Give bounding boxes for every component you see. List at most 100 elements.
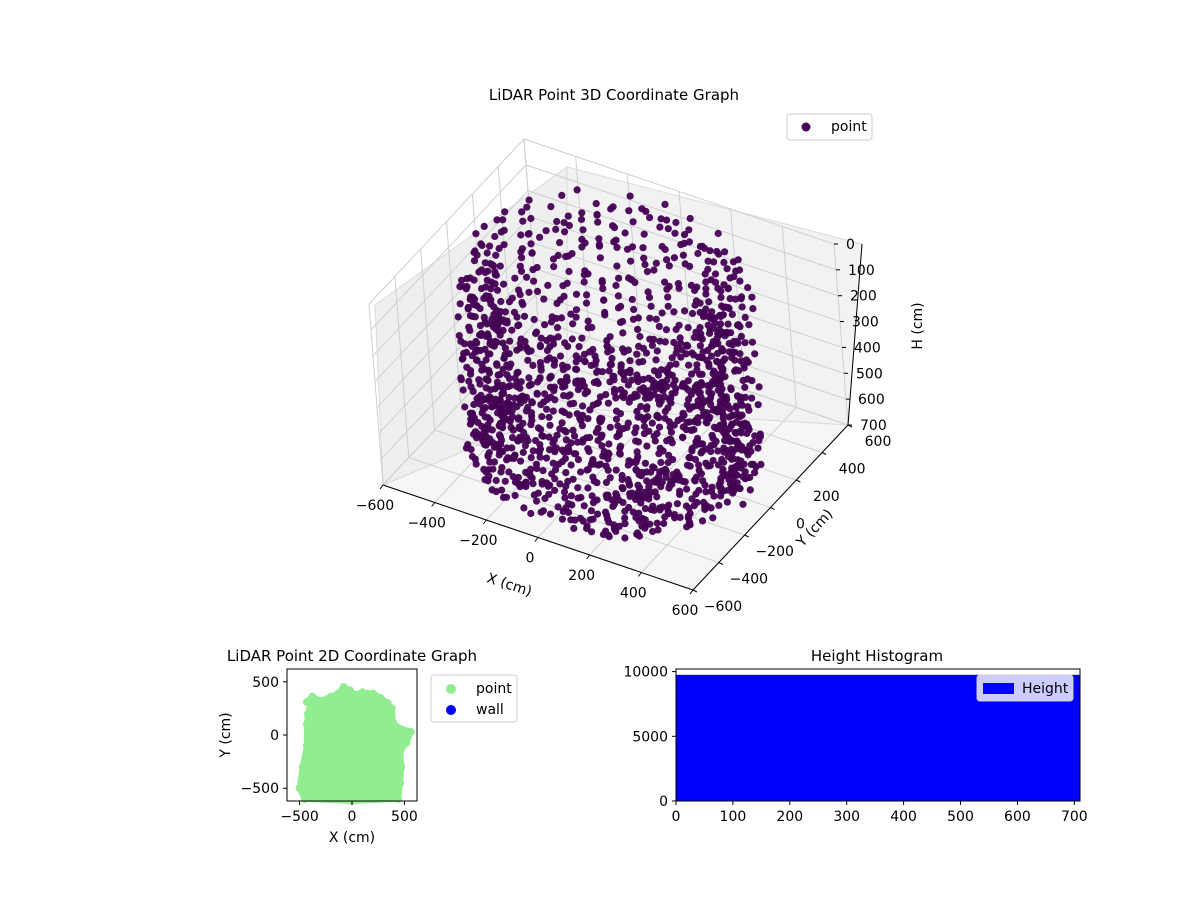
point-3d: [577, 468, 585, 476]
point-3d: [741, 383, 749, 391]
point-3d: [640, 230, 648, 238]
point-3d: [634, 374, 642, 382]
point-3d: [756, 433, 765, 441]
scatter-2d-points: [295, 683, 415, 805]
point-3d: [557, 378, 565, 386]
point-3d: [642, 390, 650, 398]
point-3d: [489, 262, 498, 270]
point-3d: [641, 260, 649, 269]
point-3d: [570, 432, 579, 440]
x-tick-3d: [379, 484, 384, 490]
point-2d: [304, 709, 312, 718]
scatter-3d-points: [454, 186, 765, 542]
point-3d: [517, 457, 525, 465]
z-tick-label-3d: 500: [856, 366, 883, 382]
point-3d: [568, 335, 576, 343]
point-3d: [625, 503, 633, 512]
point-3d: [702, 278, 710, 286]
point-3d: [574, 456, 583, 464]
point-2d: [358, 688, 367, 697]
point-3d: [463, 363, 471, 371]
point-3d: [624, 381, 633, 389]
point-3d: [517, 248, 525, 256]
point-3d: [521, 337, 529, 346]
point-3d: [687, 390, 695, 398]
point-3d: [550, 361, 558, 369]
z-tick-label-3d: 100: [848, 263, 875, 279]
point-3d: [641, 488, 649, 496]
x-tick-3d: [586, 554, 591, 560]
y-tick-label-3d: −400: [730, 572, 768, 588]
point-3d: [593, 211, 601, 219]
point-3d: [564, 212, 572, 220]
histogram-title: Height Histogram: [811, 647, 943, 665]
point-3d: [751, 432, 759, 440]
point-3d: [673, 473, 681, 481]
point-2d: [376, 693, 385, 702]
point-3d: [536, 233, 544, 241]
x-tick-label-hist: 300: [833, 809, 860, 825]
point-3d: [717, 293, 725, 301]
point-3d: [518, 208, 526, 216]
point-3d: [665, 262, 673, 270]
point-3d: [700, 498, 708, 506]
point-3d: [454, 313, 462, 321]
z-tick-label-3d: 200: [850, 289, 877, 305]
point-3d: [720, 448, 728, 456]
point-3d: [673, 344, 681, 352]
point-3d: [576, 514, 585, 522]
point-3d: [478, 366, 486, 374]
point-3d: [647, 505, 655, 513]
point-3d: [648, 419, 656, 427]
point-3d: [646, 214, 654, 222]
point-3d: [729, 411, 737, 419]
point-3d: [561, 494, 569, 502]
point-3d: [528, 416, 536, 424]
point-3d: [702, 445, 710, 453]
point-3d: [636, 332, 644, 341]
point-3d: [472, 356, 481, 364]
point-3d: [670, 254, 679, 262]
point-3d: [751, 469, 759, 477]
point-2d: [350, 690, 359, 699]
point-3d: [510, 308, 518, 316]
point-3d: [719, 357, 727, 365]
point-3d: [558, 419, 566, 427]
point-3d: [587, 507, 596, 515]
point-3d: [744, 423, 752, 431]
point-3d: [646, 314, 654, 322]
point-3d: [686, 462, 694, 470]
y-tick-label-2d: 500: [252, 675, 279, 691]
point-3d: [649, 527, 657, 536]
point-3d: [579, 436, 587, 444]
plot-histogram: Height Histogram 0 100 200 300 400 500 600 7000…: [623, 647, 1087, 825]
point-3d: [688, 349, 696, 357]
point-3d: [664, 302, 672, 310]
point-3d: [664, 293, 672, 301]
point-3d: [566, 391, 574, 399]
x-tick-label-3d: −400: [407, 516, 445, 532]
point-3d: [515, 414, 523, 422]
point-3d: [550, 263, 558, 271]
point-3d: [653, 493, 661, 501]
point-3d: [634, 325, 642, 333]
point-3d: [612, 236, 620, 244]
point-2d: [396, 778, 405, 787]
point-3d: [552, 466, 560, 474]
point-3d: [552, 314, 560, 322]
point-3d: [719, 411, 728, 419]
point-3d: [713, 408, 722, 416]
point-3d: [627, 257, 635, 265]
point-3d: [686, 521, 694, 529]
point-3d: [569, 320, 577, 328]
point-3d: [633, 350, 641, 358]
point-3d: [504, 454, 512, 462]
point-3d: [646, 335, 654, 343]
point-3d: [723, 498, 732, 506]
point-3d: [525, 196, 533, 204]
point-3d: [604, 399, 613, 407]
point-3d: [698, 517, 707, 525]
z-tick-label-3d: 300: [852, 315, 879, 331]
point-3d: [524, 356, 532, 364]
point-3d: [460, 283, 468, 291]
